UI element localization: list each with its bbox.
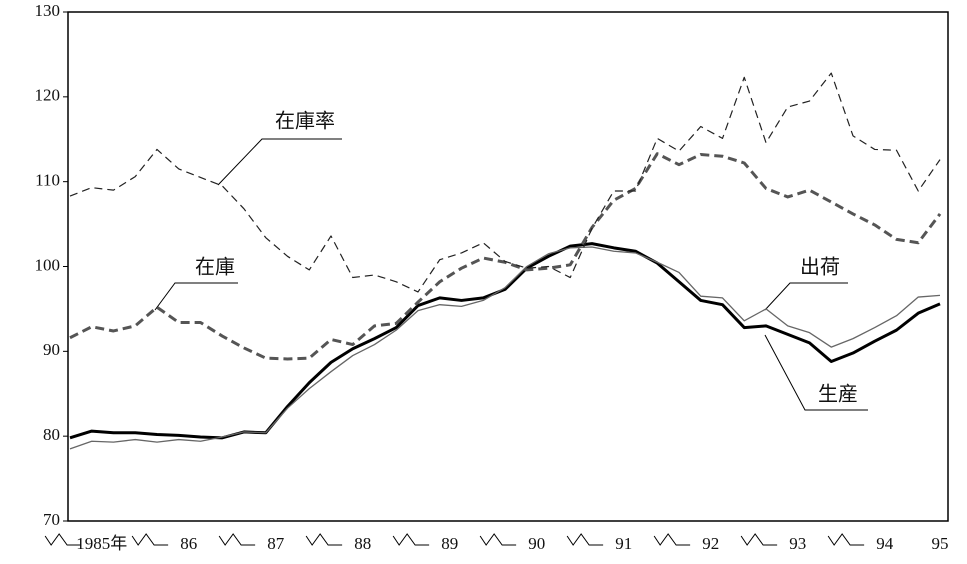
x-separator [44,533,82,546]
y-tick-label: 90 [43,340,60,359]
x-separator [479,533,517,546]
annotation: 在庫 [195,255,235,279]
x-separator [218,533,256,546]
x-tick-label: 93 [789,534,806,553]
y-tick-label: 130 [35,1,61,20]
y-tick-label: 100 [35,255,61,274]
x-tick-label: 91 [615,534,632,553]
annotation: 出荷 [800,255,840,279]
series-line [69,246,941,450]
leader-line [764,282,848,311]
x-separator [392,533,430,546]
x-tick-label: 89 [441,534,458,553]
leader-line [217,138,342,186]
series-line [69,242,941,440]
y-tick-label: 70 [43,510,60,529]
x-separator [827,533,865,546]
x-separator [653,533,691,546]
y-tick-label: 80 [43,425,60,444]
x-tick-label: 94 [876,534,894,553]
x-tick-label: 86 [180,534,197,553]
leader-line [764,334,868,411]
annotation: 在庫率 [275,109,335,133]
annotation: 生産 [818,382,858,406]
series-line [69,152,942,361]
x-tick-label: 88 [354,534,371,553]
x-separator [131,533,169,546]
y-tick-label: 120 [35,86,61,105]
x-tick-label: 90 [528,534,545,553]
x-separator [740,533,778,546]
y-tick-label: 110 [35,171,60,190]
x-separator [566,533,604,546]
leader-line [154,282,238,311]
x-tick-label: 1985年 [76,534,127,553]
series-line [69,72,941,293]
x-tick-label: 87 [267,534,285,553]
x-tick-label: 92 [702,534,719,553]
x-separator [305,533,343,546]
x-tick-label: 95 [932,534,949,553]
